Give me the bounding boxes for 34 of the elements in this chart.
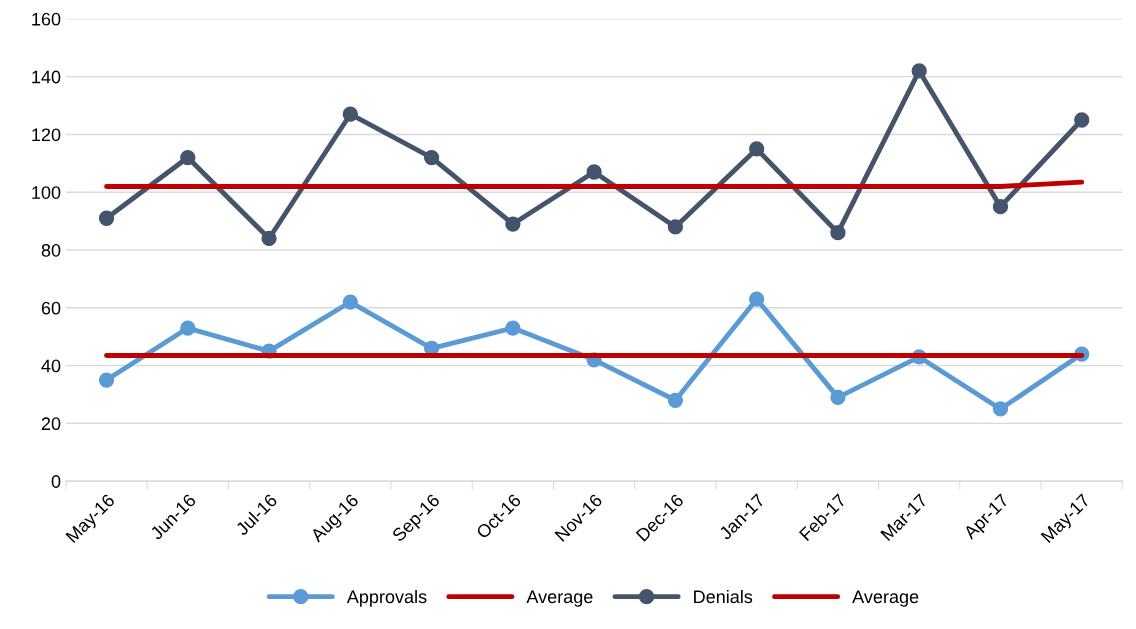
y-tick-label: 60 xyxy=(41,301,61,315)
point xyxy=(749,291,765,307)
point xyxy=(667,392,684,408)
point xyxy=(423,149,440,166)
point xyxy=(261,230,277,247)
point xyxy=(992,401,1009,417)
point xyxy=(342,294,358,310)
y-tick-label: 0 xyxy=(51,475,61,488)
y-tick-label: 40 xyxy=(41,359,61,373)
point xyxy=(749,141,765,157)
legend-label: Approvals xyxy=(346,589,427,607)
point xyxy=(505,216,521,232)
point xyxy=(667,219,684,235)
y-tick-label: 160 xyxy=(32,12,61,26)
point xyxy=(911,63,927,79)
legend-label: Denials xyxy=(694,589,753,604)
point xyxy=(505,320,521,336)
point xyxy=(992,199,1009,215)
point xyxy=(342,106,358,122)
point xyxy=(180,149,196,166)
y-tick-label: 120 xyxy=(32,128,61,142)
point xyxy=(180,320,196,336)
point xyxy=(830,389,846,406)
point xyxy=(830,225,846,241)
point xyxy=(1074,112,1090,128)
point xyxy=(586,164,602,180)
legend-label: Average xyxy=(852,590,919,607)
y-tick-label: 100 xyxy=(32,186,61,199)
y-tick-label: 80 xyxy=(41,243,61,257)
y-tick-label: 140 xyxy=(32,70,61,84)
point xyxy=(98,210,115,226)
y-tick-label: 20 xyxy=(41,417,61,431)
legend-label: Average xyxy=(526,590,593,607)
point xyxy=(98,372,115,388)
